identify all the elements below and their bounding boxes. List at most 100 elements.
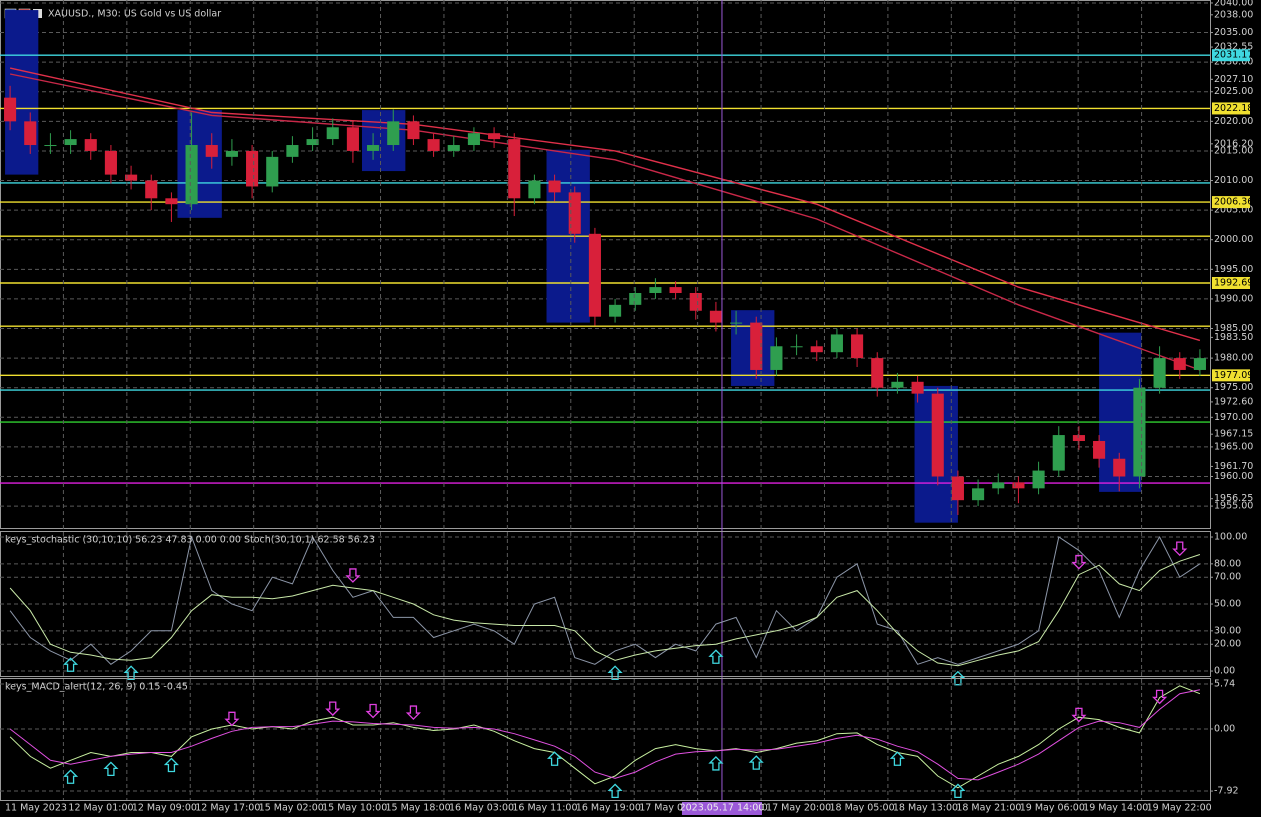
- zone: [177, 110, 222, 218]
- candle-body: [488, 133, 501, 140]
- candle-body: [709, 310, 722, 323]
- y-tick-label: 1956.25: [1214, 493, 1253, 504]
- y-tick-label: 2020.00: [1214, 116, 1253, 127]
- y-tick-label: 2038.00: [1214, 9, 1253, 20]
- candle-body: [1093, 440, 1106, 459]
- candle-body: [851, 334, 864, 359]
- panel-frame: [0, 0, 1211, 529]
- candle-body: [326, 127, 339, 140]
- candle-body: [911, 381, 924, 394]
- y-tick-label: 2010.00: [1214, 175, 1253, 186]
- y-tick-label: 1967.15: [1214, 429, 1253, 440]
- y-tick-label: 2000.00: [1214, 234, 1253, 245]
- level-label: 1992.69: [1214, 278, 1253, 289]
- level-label: 2031.17: [1214, 50, 1253, 61]
- candle-body: [1032, 470, 1045, 489]
- candle-body: [1133, 387, 1146, 477]
- level-label-box: [1212, 277, 1250, 290]
- candle-body: [1113, 458, 1126, 477]
- y-tick-label: 2025.00: [1214, 86, 1253, 97]
- y-tick-label: 1961.70: [1214, 461, 1253, 472]
- buy-arrow: [63, 657, 79, 672]
- candle-body: [24, 121, 37, 146]
- level-label-box: [1212, 49, 1250, 62]
- sell-arrow: [405, 705, 421, 720]
- candle-body: [1193, 358, 1206, 370]
- candle-body: [346, 127, 359, 151]
- candle-body: [306, 139, 319, 146]
- candle-body: [266, 156, 279, 187]
- x-tick-label: 16 May 03:00: [449, 803, 514, 814]
- y-tick-label: 1985.00: [1214, 323, 1253, 334]
- candle-body: [548, 180, 561, 193]
- sell-arrow: [345, 568, 361, 583]
- y-tick-label: 2027.10: [1214, 74, 1253, 85]
- buy-arrow: [607, 783, 623, 799]
- buy-arrow: [889, 751, 905, 766]
- candle-body: [387, 121, 400, 146]
- y-tick-label: 80.00: [1214, 558, 1241, 569]
- candle-body: [528, 180, 541, 199]
- candle-body: [1052, 435, 1065, 471]
- indicator-line: [9, 554, 1201, 667]
- y-tick-label: 1975.00: [1214, 382, 1253, 393]
- candle-body: [467, 133, 480, 146]
- candle-body: [750, 322, 763, 370]
- x-tick-label: 15 May 10:00: [322, 803, 387, 814]
- candle-body: [205, 145, 218, 157]
- candle-body: [508, 139, 521, 199]
- y-tick-label: 2015.00: [1214, 145, 1253, 156]
- x-tick-label: 18 May 13:00: [893, 803, 958, 814]
- sell-arrow: [1172, 541, 1188, 557]
- buy-arrow: [748, 755, 764, 770]
- y-tick-label: 0.00: [1214, 723, 1235, 734]
- candle-body: [992, 482, 1005, 489]
- x-tick-label: 15 May 02:00: [259, 803, 324, 814]
- x-tick-label: 16 May 19:00: [576, 803, 641, 814]
- buy-arrow: [63, 769, 79, 784]
- y-tick-label: 20.00: [1214, 639, 1241, 650]
- x-tick-label: 12 May 09:00: [132, 803, 197, 814]
- candle-body: [64, 139, 77, 146]
- buy-arrow: [607, 665, 623, 680]
- moving-average: [9, 73, 1201, 371]
- candle-body: [447, 145, 460, 151]
- candle-body: [1173, 358, 1186, 370]
- candle-body: [407, 121, 420, 140]
- x-tick-label: 17 May 04:00: [639, 803, 704, 814]
- y-tick-label: 70.00: [1214, 572, 1241, 583]
- candle-body: [246, 150, 259, 187]
- candle-body: [770, 346, 783, 370]
- y-tick-label: 2030.00: [1214, 57, 1253, 68]
- candle-body: [145, 180, 158, 199]
- y-tick-label: 1995.00: [1214, 264, 1253, 275]
- sell-arrow: [1152, 689, 1168, 705]
- x-tick-label: 19 May 14:00: [1083, 803, 1148, 814]
- candle-body: [810, 346, 823, 353]
- x-tick-label: 12 May 17:00: [195, 803, 260, 814]
- buy-arrow: [708, 755, 724, 771]
- candle-body: [367, 145, 380, 151]
- sell-arrow: [1071, 707, 1087, 723]
- x-tick-label: 15 May 18:00: [386, 803, 451, 814]
- candle-body: [1153, 358, 1166, 388]
- candle-body: [649, 287, 662, 294]
- y-tick-label: 30.00: [1214, 625, 1241, 636]
- x-tick-label: 18 May 21:00: [956, 803, 1021, 814]
- zone: [5, 10, 39, 175]
- y-tick-label: 1960.00: [1214, 471, 1253, 482]
- candle-body: [185, 145, 198, 205]
- x-tick-label: 12 May 01:00: [68, 803, 133, 814]
- indicator-line: [9, 535, 1201, 665]
- buy-arrow: [547, 751, 563, 766]
- level-label: 1977.09: [1214, 370, 1253, 381]
- y-tick-label: 1955.00: [1214, 501, 1253, 512]
- chart-title: XAUUSD., M30: US Gold vs US dollar: [48, 9, 221, 20]
- candle-body: [790, 346, 803, 348]
- candle-body: [165, 198, 178, 205]
- sell-arrow: [365, 703, 381, 719]
- candle-body: [629, 293, 642, 305]
- candle-body: [286, 145, 299, 157]
- candle-body: [568, 192, 581, 234]
